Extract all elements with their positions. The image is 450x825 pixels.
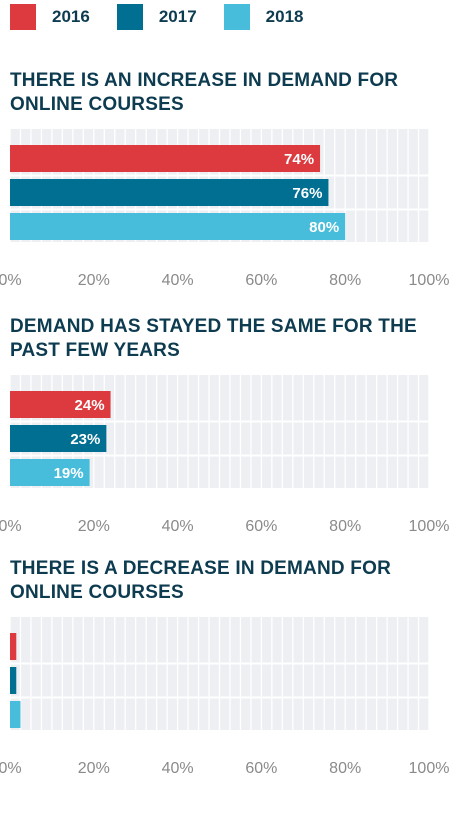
bar-2018 xyxy=(10,459,90,486)
data-label-2016: 74% xyxy=(284,151,314,168)
tick-label-80: 80% xyxy=(329,518,361,535)
tick-label-40: 40% xyxy=(162,272,194,289)
data-label-2018: 80% xyxy=(309,219,339,236)
legend-swatch-2016 xyxy=(10,4,36,30)
legend-label-2018: 2018 xyxy=(265,7,304,26)
chart-legend: 2016 2017 2018 xyxy=(10,3,330,31)
legend-label-2016: 2016 xyxy=(52,7,90,26)
tick-label-40: 40% xyxy=(162,518,194,535)
legend-swatch-2017 xyxy=(116,4,143,30)
chart-title-decrease: THERE IS A DECREASE IN DEMAND FOR ONLINE… xyxy=(10,558,391,603)
tick-label-40: 40% xyxy=(162,760,194,777)
tick-label-80: 80% xyxy=(329,272,361,289)
bar-2018 xyxy=(10,213,346,240)
legend-item-2018: 2018 xyxy=(223,4,304,30)
bar-chart-decrease: 0% 20% 40% 60% 80% 100% xyxy=(0,617,450,777)
tick-label-60: 60% xyxy=(245,272,277,289)
chart-title-increase: THERE IS AN INCREASE IN DEMAND FOR ONLIN… xyxy=(10,70,399,115)
tick-label-0: 0% xyxy=(0,760,22,777)
tick-label-20: 20% xyxy=(78,518,110,535)
tick-label-20: 20% xyxy=(78,272,110,289)
tick-label-20: 20% xyxy=(78,760,110,777)
bar-2017 xyxy=(10,179,329,206)
bar-chart-same: 24% 23% 19% 0% 20% 40% 60% 80% 100% xyxy=(0,375,450,535)
tick-label-60: 60% xyxy=(245,760,277,777)
chart-title-same: DEMAND HAS STAYED THE SAME FOR THE PAST … xyxy=(10,316,417,361)
bar-2017 xyxy=(10,667,17,694)
data-label-2017: 23% xyxy=(70,431,100,448)
bar-2016 xyxy=(10,633,17,660)
data-label-2018: 19% xyxy=(54,465,84,482)
tick-label-100: 100% xyxy=(409,760,450,777)
legend-swatch-2018 xyxy=(223,4,250,30)
bar-2017 xyxy=(10,425,107,452)
bar-chart-increase: 74% 76% 80% 0% 20% 40% 60% 80% 100% xyxy=(0,129,450,289)
bar-2016 xyxy=(10,145,321,172)
tick-label-100: 100% xyxy=(409,518,450,535)
legend-label-2017: 2017 xyxy=(158,7,197,26)
tick-label-80: 80% xyxy=(329,760,361,777)
legend-item-2016: 2016 xyxy=(10,4,90,30)
tick-label-0: 0% xyxy=(0,272,22,289)
data-label-2017: 76% xyxy=(292,185,322,202)
legend-item-2017: 2017 xyxy=(116,4,197,30)
bar-2018 xyxy=(10,701,21,728)
bar-2016 xyxy=(10,391,111,418)
tick-label-60: 60% xyxy=(245,518,277,535)
data-label-2016: 24% xyxy=(75,397,105,414)
tick-label-0: 0% xyxy=(0,518,22,535)
tick-label-100: 100% xyxy=(409,272,450,289)
